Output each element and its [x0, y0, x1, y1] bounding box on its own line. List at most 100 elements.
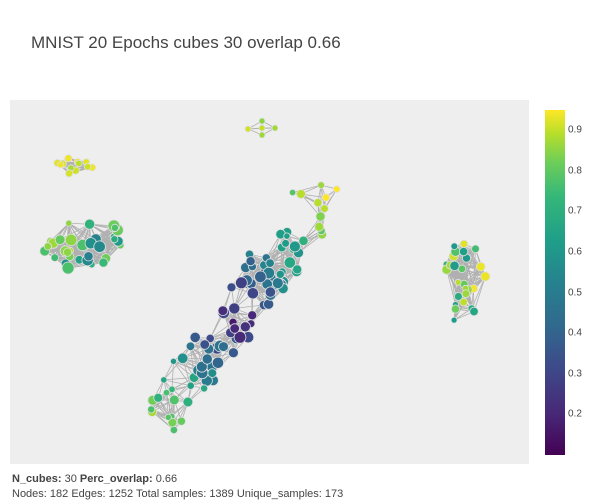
- graph-node[interactable]: [94, 241, 106, 253]
- graph-node[interactable]: [240, 322, 250, 332]
- graph-node[interactable]: [148, 406, 155, 413]
- graph-node[interactable]: [66, 220, 72, 226]
- graph-node[interactable]: [99, 258, 108, 267]
- graph-node[interactable]: [218, 306, 228, 316]
- graph-node[interactable]: [248, 311, 257, 320]
- graph-node[interactable]: [229, 303, 240, 314]
- colorbar-tick: 0.8: [568, 165, 582, 176]
- graph-node[interactable]: [266, 259, 275, 268]
- graph-node[interactable]: [255, 271, 267, 283]
- graph-node[interactable]: [264, 299, 274, 309]
- graph-node[interactable]: [322, 194, 329, 201]
- graph-node[interactable]: [177, 353, 188, 364]
- graph-node[interactable]: [84, 252, 93, 261]
- graph-node[interactable]: [170, 358, 176, 364]
- graph-node[interactable]: [190, 332, 200, 342]
- graph-node[interactable]: [227, 283, 236, 292]
- graph-node[interactable]: [460, 240, 468, 248]
- graph-node[interactable]: [246, 257, 255, 266]
- graph-node[interactable]: [455, 279, 461, 285]
- graph-node[interactable]: [177, 417, 185, 425]
- graph-node[interactable]: [62, 262, 74, 274]
- colorbar-tick: 0.5: [568, 287, 582, 298]
- graph-node[interactable]: [289, 241, 300, 252]
- graph-node[interactable]: [212, 357, 223, 368]
- graph-node[interactable]: [208, 369, 217, 378]
- graph-node[interactable]: [451, 305, 459, 313]
- graph-node[interactable]: [55, 235, 65, 245]
- graph-node[interactable]: [245, 126, 251, 132]
- colorbar-tick: 0.7: [568, 206, 582, 217]
- graph-node[interactable]: [289, 189, 295, 195]
- graph-node[interactable]: [228, 348, 238, 358]
- colorbar-tick: 0.3: [568, 368, 582, 379]
- graph-edge: [172, 361, 174, 389]
- graph-node[interactable]: [163, 389, 170, 396]
- graph-node[interactable]: [187, 382, 194, 389]
- graph-node[interactable]: [154, 393, 163, 402]
- graph-node[interactable]: [219, 342, 229, 352]
- graph-node[interactable]: [84, 164, 91, 171]
- graph-node[interactable]: [265, 287, 275, 297]
- graph-node[interactable]: [333, 186, 340, 193]
- graph-node[interactable]: [276, 270, 284, 278]
- graph-node[interactable]: [186, 342, 195, 351]
- colorbar-tick: 0.9: [568, 125, 582, 136]
- graph-node[interactable]: [259, 118, 265, 124]
- graph-node[interactable]: [85, 219, 95, 229]
- graph-node[interactable]: [282, 240, 290, 248]
- graph-node[interactable]: [454, 293, 462, 301]
- graph-node[interactable]: [472, 245, 480, 253]
- graph-node[interactable]: [169, 395, 179, 405]
- graph-node[interactable]: [161, 377, 167, 383]
- graph-node[interactable]: [470, 307, 479, 316]
- graph-node[interactable]: [200, 340, 210, 350]
- graph-stats: N_cubes: 30 Perc_overlap: 0.66 Nodes: 18…: [12, 472, 343, 502]
- graph-node[interactable]: [321, 205, 329, 213]
- graph-node[interactable]: [236, 277, 248, 289]
- graph-node[interactable]: [259, 132, 265, 138]
- graph-node[interactable]: [183, 397, 193, 407]
- graph-node[interactable]: [76, 160, 83, 167]
- overlap-label: Perc_overlap:: [80, 473, 153, 485]
- colorbar-tick: 0.6: [568, 247, 582, 258]
- graph-node[interactable]: [165, 414, 171, 420]
- graph-node[interactable]: [66, 170, 73, 177]
- colorbar: [545, 110, 565, 455]
- graph-node[interactable]: [202, 354, 212, 364]
- node-layer: [40, 118, 490, 434]
- graph-node[interactable]: [481, 272, 490, 281]
- graph-node[interactable]: [315, 222, 324, 231]
- graph-node[interactable]: [51, 254, 59, 262]
- graph-node[interactable]: [450, 261, 459, 270]
- graph-node[interactable]: [65, 155, 72, 162]
- graph-node[interactable]: [44, 243, 51, 250]
- graph-node[interactable]: [247, 288, 258, 299]
- graph-node[interactable]: [111, 236, 118, 243]
- graph-node[interactable]: [316, 212, 325, 221]
- graph-node[interactable]: [476, 262, 485, 271]
- graph-node[interactable]: [462, 290, 470, 298]
- graph-node[interactable]: [451, 317, 457, 323]
- graph-node[interactable]: [318, 182, 325, 189]
- graph-node[interactable]: [65, 234, 77, 246]
- graph-node[interactable]: [58, 162, 64, 168]
- graph-node[interactable]: [170, 426, 177, 433]
- ncubes-value: 30: [65, 473, 77, 485]
- graph-node[interactable]: [201, 385, 208, 392]
- graph-node[interactable]: [111, 224, 118, 231]
- graph-node[interactable]: [272, 125, 278, 131]
- graph-node[interactable]: [293, 265, 302, 274]
- graph-node[interactable]: [272, 278, 283, 289]
- graph-node[interactable]: [451, 243, 458, 250]
- graph-node[interactable]: [259, 125, 265, 131]
- graph-node[interactable]: [230, 324, 240, 334]
- graph-node[interactable]: [297, 190, 306, 199]
- ncubes-label: N_cubes:: [12, 473, 62, 485]
- overlap-value: 0.66: [156, 473, 177, 485]
- graph-node[interactable]: [284, 233, 290, 239]
- graph-node[interactable]: [459, 247, 467, 255]
- graph-node[interactable]: [314, 199, 322, 207]
- graph-node[interactable]: [63, 248, 71, 256]
